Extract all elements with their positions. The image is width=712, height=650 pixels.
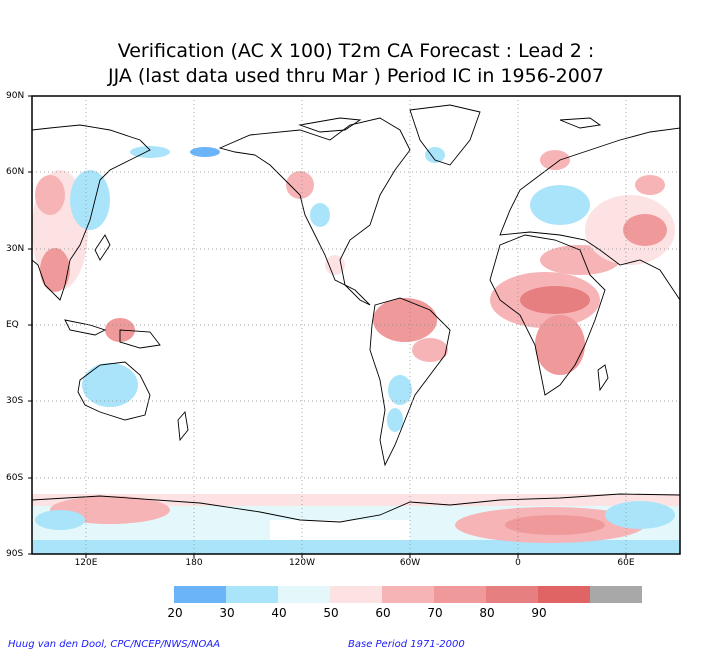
legend-colorbar [174, 586, 642, 603]
legend-label-20: 20 [167, 606, 183, 620]
title-line-1: Verification (AC X 100) T2m CA Forecast … [117, 40, 595, 62]
legend-swatch [538, 586, 590, 603]
title-line-2: JJA (last data used thru Mar ) Period IC… [107, 65, 605, 87]
axis-ticks [28, 95, 627, 558]
legend-swatch [486, 586, 538, 603]
credit-base-period: Base Period 1971-2000 [348, 639, 465, 650]
legend-swatch [330, 586, 382, 603]
lat-label-30s: 30S [6, 396, 24, 406]
legend-swatch [174, 586, 226, 603]
lon-label-0: 0 [515, 558, 521, 568]
lon-label-120e: 120E [74, 558, 98, 568]
lat-label-30n: 30N [6, 244, 25, 254]
antarctic-shading [32, 494, 680, 554]
legend-label-30: 30 [219, 606, 235, 620]
legend-swatch [226, 586, 278, 603]
legend-swatch [590, 586, 642, 603]
lon-label-180: 180 [185, 558, 203, 568]
lat-label-60s: 60S [6, 473, 24, 483]
legend-label-80: 80 [479, 606, 495, 620]
credit-author: Huug van den Dool, CPC/NCEP/NWS/NOAA [8, 639, 221, 650]
legend-swatch [434, 586, 486, 603]
legend-swatch [382, 586, 434, 603]
lon-label-60e: 60E [617, 558, 635, 568]
skill-shading [32, 146, 675, 432]
lat-label-90n: 90N [6, 91, 25, 101]
lat-label-eq: EQ [6, 320, 19, 330]
legend-label-70: 70 [427, 606, 443, 620]
lon-label-60w: 60W [399, 558, 421, 568]
legend-label-40: 40 [271, 606, 287, 620]
legend-label-50: 50 [323, 606, 339, 620]
lat-label-60n: 60N [6, 167, 25, 177]
legend-label-90: 90 [531, 606, 547, 620]
lat-label-90s: 90S [6, 549, 24, 559]
lon-label-120w: 120W [288, 558, 316, 568]
legend-swatch [278, 586, 330, 603]
gridlines [32, 96, 680, 554]
legend-label-60: 60 [375, 606, 391, 620]
